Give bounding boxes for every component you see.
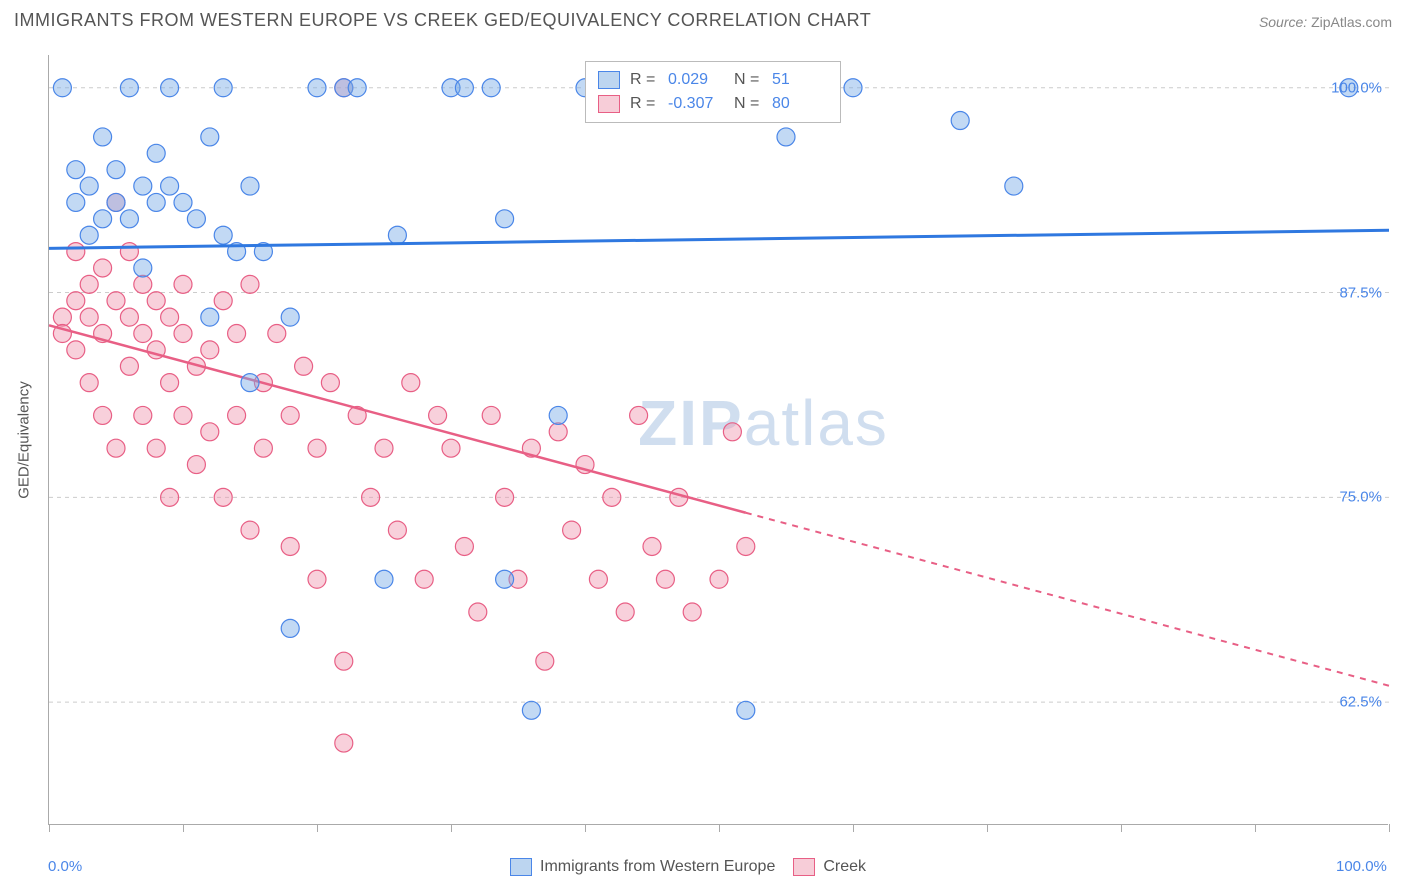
data-point: [214, 79, 232, 97]
data-point: [67, 161, 85, 179]
data-point: [482, 79, 500, 97]
source-name: ZipAtlas.com: [1311, 14, 1392, 30]
data-point: [53, 79, 71, 97]
header: IMMIGRANTS FROM WESTERN EUROPE VS CREEK …: [14, 10, 1392, 50]
data-point: [201, 308, 219, 326]
data-point: [80, 226, 98, 244]
data-point: [161, 177, 179, 195]
series-western-europe: [49, 55, 1388, 824]
data-point: [1005, 177, 1023, 195]
legend-item: Immigrants from Western Europe: [510, 858, 775, 876]
data-point: [951, 112, 969, 130]
y-tick-label: 87.5%: [1339, 284, 1382, 301]
x-tick-mark: [49, 824, 50, 832]
data-point: [241, 177, 259, 195]
data-point: [67, 193, 85, 211]
data-point: [375, 570, 393, 588]
data-point: [281, 308, 299, 326]
trend-line-solid: [49, 230, 1389, 248]
n-value: 80: [772, 92, 828, 116]
legend-swatch: [598, 71, 620, 89]
data-point: [496, 570, 514, 588]
x-tick-label: 100.0%: [1336, 858, 1387, 875]
data-point: [107, 161, 125, 179]
r-value: -0.307: [668, 92, 724, 116]
r-label: R =: [630, 68, 658, 92]
x-tick-mark: [183, 824, 184, 832]
data-point: [174, 193, 192, 211]
legend-row: R = -0.307 N = 80: [598, 92, 828, 116]
y-tick-label: 100.0%: [1331, 79, 1382, 96]
data-point: [94, 128, 112, 146]
data-point: [308, 79, 326, 97]
data-point: [241, 374, 259, 392]
n-label: N =: [734, 92, 762, 116]
data-point: [134, 177, 152, 195]
data-point: [388, 226, 406, 244]
r-value: 0.029: [668, 68, 724, 92]
legend-item: Creek: [793, 858, 866, 876]
x-tick-mark: [317, 824, 318, 832]
x-tick-mark: [719, 824, 720, 832]
data-point: [107, 193, 125, 211]
source-attribution: Source: ZipAtlas.com: [1259, 14, 1392, 30]
chart-title: IMMIGRANTS FROM WESTERN EUROPE VS CREEK …: [14, 10, 871, 30]
data-point: [455, 79, 473, 97]
data-point: [201, 128, 219, 146]
data-point: [777, 128, 795, 146]
x-tick-mark: [1389, 824, 1390, 832]
data-point: [522, 701, 540, 719]
legend-row: R = 0.029 N = 51: [598, 68, 828, 92]
x-tick-mark: [1121, 824, 1122, 832]
series-legend: Immigrants from Western Europe Creek: [510, 858, 866, 876]
n-value: 51: [772, 68, 828, 92]
legend-swatch: [598, 95, 620, 113]
x-tick-mark: [987, 824, 988, 832]
data-point: [120, 210, 138, 228]
data-point: [549, 406, 567, 424]
data-point: [120, 79, 138, 97]
data-point: [94, 210, 112, 228]
legend-swatch: [510, 858, 532, 876]
legend-label: Creek: [823, 858, 866, 876]
data-point: [161, 79, 179, 97]
x-tick-label: 0.0%: [48, 858, 82, 875]
data-point: [348, 79, 366, 97]
x-tick-mark: [585, 824, 586, 832]
x-tick-mark: [1255, 824, 1256, 832]
data-point: [496, 210, 514, 228]
plot-area: ZIPatlas R =0.029N =51R =-0.307N =80 62.…: [48, 55, 1388, 825]
x-tick-mark: [451, 824, 452, 832]
r-label: R =: [630, 92, 658, 116]
data-point: [147, 144, 165, 162]
data-point: [214, 226, 232, 244]
data-point: [844, 79, 862, 97]
data-point: [281, 619, 299, 637]
legend-label: Immigrants from Western Europe: [540, 858, 775, 876]
x-tick-mark: [853, 824, 854, 832]
legend-swatch: [793, 858, 815, 876]
n-label: N =: [734, 68, 762, 92]
data-point: [147, 193, 165, 211]
y-tick-label: 75.0%: [1339, 489, 1382, 506]
data-point: [134, 259, 152, 277]
correlation-legend: R = 0.029 N = 51 R = -0.307 N = 80: [585, 61, 841, 123]
y-axis-label: GED/Equivalency: [16, 381, 33, 499]
y-tick-label: 62.5%: [1339, 694, 1382, 711]
data-point: [187, 210, 205, 228]
source-prefix: Source:: [1259, 14, 1307, 30]
data-point: [737, 701, 755, 719]
data-point: [80, 177, 98, 195]
